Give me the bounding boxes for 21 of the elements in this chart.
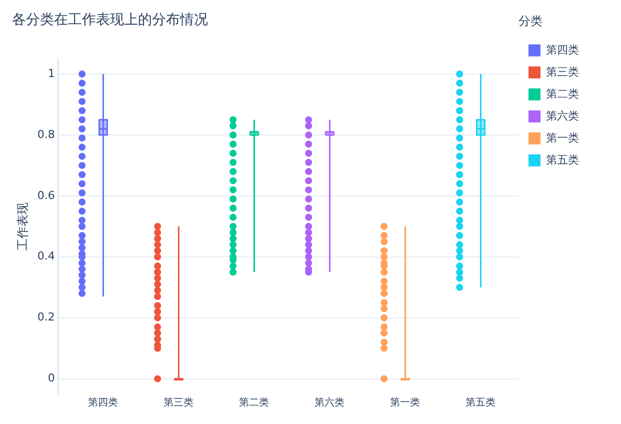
legend-label: 第五类 [546,153,579,166]
legend-label: 第一类 [546,131,579,144]
y-tick-label: 1 [48,66,55,80]
x-tick-label: 第六类 [314,396,345,409]
chart-title: 各分类在工作表现上的分布情况 [12,12,208,28]
y-axis-title: 工作表现 [15,202,30,250]
x-tick-label: 第三类 [164,396,194,409]
legend-label: 第二类 [546,87,579,100]
y-tick-label: 0.6 [37,188,55,202]
legend-title: 分类 [518,14,542,28]
x-tick-label: 第五类 [466,396,496,409]
y-tick-label: 0 [48,372,55,385]
x-tick-label: 第四类 [88,396,118,409]
legend-label: 第四类 [546,43,579,56]
y-tick-label: 0.8 [37,128,55,141]
legend-label: 第六类 [546,109,579,122]
x-tick-label: 第二类 [239,396,270,409]
x-tick-label: 第一类 [390,396,420,409]
legend-label: 第三类 [546,65,579,78]
y-tick-label: 0.4 [37,250,55,263]
y-tick-label: 0.2 [37,310,55,324]
